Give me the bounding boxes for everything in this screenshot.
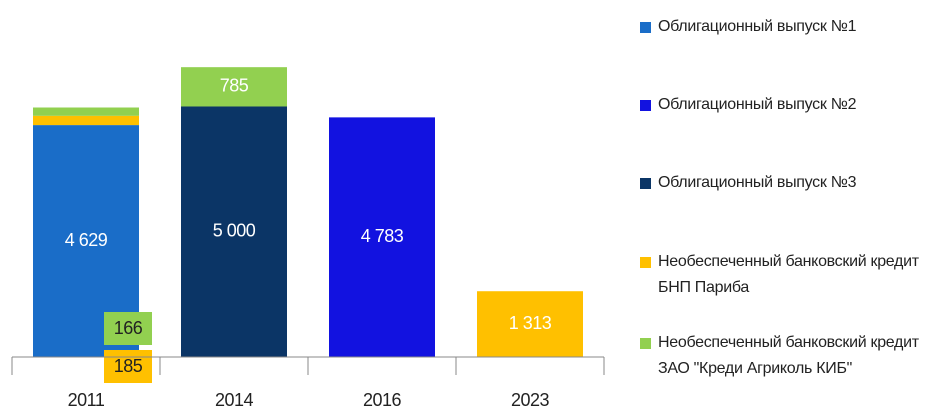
x-tick-label: 2014 — [215, 390, 254, 410]
legend-label: Необеспеченный банковский кредит БНП Пар… — [658, 253, 919, 296]
bar-segment — [181, 106, 287, 357]
legend-swatch — [640, 100, 651, 111]
legend-item: Необеспеченный банковский кредит ЗАО "Кр… — [640, 330, 950, 382]
legend-swatch — [640, 178, 651, 189]
chart: 4 629 185 166 2011 5 000 785 2014 4 783 2016 1 31… — [11, 67, 605, 410]
bar-segment — [33, 107, 139, 116]
data-label: 785 — [220, 76, 249, 96]
legend-item: Облигационный выпуск №2 — [640, 92, 950, 118]
legend-label: Облигационный выпуск №2 — [658, 96, 857, 113]
data-label: 5 000 — [213, 221, 256, 241]
label-box — [104, 350, 152, 383]
legend-swatch — [640, 22, 651, 33]
bar-segment — [477, 291, 583, 357]
data-label: 1 313 — [509, 313, 552, 333]
legend-item: Облигационный выпуск №1 — [640, 14, 950, 40]
data-label: 4 783 — [361, 226, 404, 246]
x-tick-label: 2023 — [511, 390, 550, 410]
legend-label: Необеспеченный банковский кредит ЗАО "Кр… — [658, 334, 919, 377]
legend-swatch — [640, 338, 651, 349]
legend-swatch — [640, 257, 651, 268]
legend-label: Облигационный выпуск №3 — [658, 174, 857, 191]
x-tick-label: 2016 — [363, 390, 402, 410]
legend-item: Облигационный выпуск №3 — [640, 170, 950, 196]
data-label: 4 629 — [65, 230, 108, 250]
legend-label: Облигационный выпуск №1 — [658, 18, 857, 35]
data-label: 185 — [114, 356, 143, 376]
legend-item: Необеспеченный банковский кредит БНП Пар… — [640, 249, 950, 301]
x-tick-label: 2011 — [68, 390, 105, 410]
bar-segment — [181, 67, 287, 107]
bar-segment — [329, 117, 435, 357]
bar-segment — [33, 115, 139, 126]
label-box — [104, 312, 152, 345]
data-label: 166 — [114, 318, 143, 338]
